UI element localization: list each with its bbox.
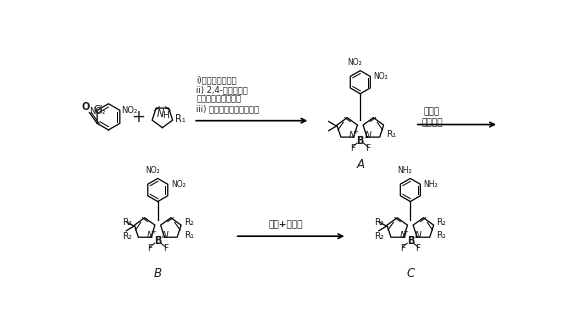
- Text: R₁: R₁: [387, 130, 396, 139]
- Text: NO₂: NO₂: [374, 72, 388, 81]
- Text: NO₂: NO₂: [171, 180, 186, 189]
- Text: 醒酸氯钓: 醒酸氯钓: [421, 119, 443, 127]
- Text: i)二氯甲烷，室温: i)二氯甲烷，室温: [196, 75, 237, 84]
- Text: C: C: [406, 267, 415, 280]
- Text: N: N: [349, 131, 356, 140]
- Text: NO₂: NO₂: [121, 106, 137, 115]
- Text: R₂: R₂: [184, 218, 194, 227]
- Text: F: F: [365, 144, 370, 153]
- Text: NO₂: NO₂: [347, 58, 362, 67]
- Text: iii) 三乙胺，三氯化硜乙醒: iii) 三乙胺，三氯化硜乙醒: [196, 104, 259, 113]
- Text: R₂: R₂: [436, 218, 447, 227]
- Text: NO₂: NO₂: [145, 166, 160, 175]
- Text: +: +: [150, 229, 156, 235]
- Text: N: N: [365, 131, 371, 140]
- Text: R₁: R₁: [175, 114, 186, 124]
- Text: B̄: B̄: [357, 136, 364, 146]
- Text: NO₂: NO₂: [89, 107, 105, 116]
- Text: R₂: R₂: [374, 218, 384, 227]
- Text: N: N: [157, 109, 164, 119]
- Text: Cl: Cl: [93, 105, 103, 115]
- Text: N: N: [415, 231, 421, 240]
- Text: N: N: [146, 231, 154, 240]
- Text: 二氯甲烷，三氯氯锃: 二氯甲烷，三氯氯锃: [196, 95, 241, 104]
- Text: R₂: R₂: [122, 232, 132, 241]
- Text: R₂: R₂: [122, 218, 132, 227]
- Text: +: +: [132, 108, 145, 126]
- Text: F: F: [400, 244, 405, 253]
- Text: B: B: [154, 267, 162, 280]
- Text: F: F: [416, 244, 421, 253]
- Text: B̄: B̄: [407, 236, 414, 246]
- Text: F: F: [350, 144, 355, 153]
- Text: H: H: [162, 111, 169, 120]
- Text: 氯砖鄉: 氯砖鄉: [424, 107, 440, 116]
- Text: N: N: [399, 231, 406, 240]
- Text: R₂: R₂: [374, 232, 384, 241]
- Text: O: O: [81, 102, 90, 112]
- Text: A: A: [356, 158, 364, 171]
- Text: ii) 2,4-二甲基吠呓: ii) 2,4-二甲基吠呓: [196, 85, 248, 94]
- Text: 碳酸+水合肼: 碳酸+水合肼: [268, 220, 303, 229]
- Text: R₁: R₁: [436, 231, 447, 240]
- Text: F: F: [148, 244, 153, 253]
- Text: B̄: B̄: [154, 236, 162, 246]
- Text: F: F: [163, 244, 168, 253]
- Text: +: +: [353, 129, 358, 135]
- Text: N: N: [162, 231, 169, 240]
- Text: NH₂: NH₂: [398, 166, 412, 175]
- Text: NH₂: NH₂: [424, 180, 438, 189]
- Text: R₁: R₁: [184, 231, 194, 240]
- Text: +: +: [403, 229, 408, 235]
